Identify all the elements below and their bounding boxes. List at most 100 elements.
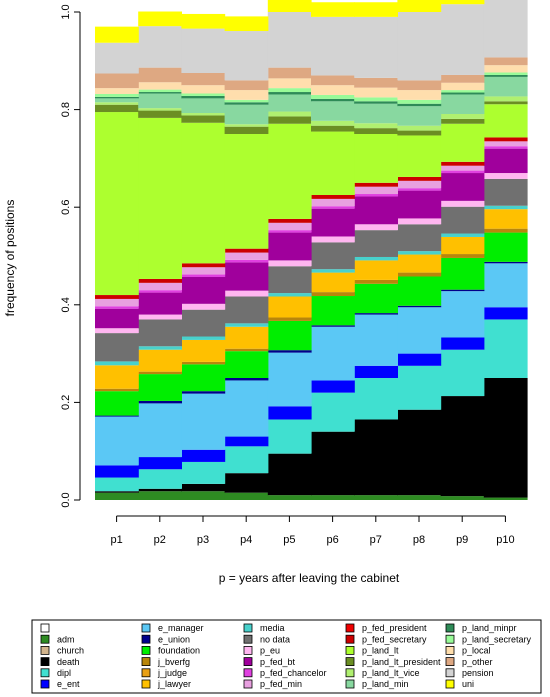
area-segment-p-local-p6 <box>311 85 355 95</box>
area-segment-p-land-min-p8 <box>397 106 442 126</box>
area-segment-p-eu-p1 <box>95 328 139 334</box>
area-segment-p-other-p7 <box>354 77 398 88</box>
area-segment-p-fed-secretary-p3 <box>181 263 226 268</box>
area-segment-p-land-lt-vice-p5 <box>267 111 312 117</box>
legend-label: church <box>57 646 84 656</box>
area-segment-death-p7 <box>354 419 398 496</box>
area-segment-p-fed-min-p3 <box>181 267 226 275</box>
area-segment-p-eu-p5 <box>267 260 312 267</box>
area-segment-e-ent-p3 <box>181 449 226 462</box>
area-segment-p-land-lt-p5 <box>267 123 312 219</box>
area-segment-p-local-p7 <box>354 87 398 98</box>
area-segment-no-data-p9 <box>440 206 485 234</box>
legend-label: e_union <box>158 634 190 644</box>
legend-label: foundation <box>158 646 200 656</box>
area-segment-p-land-lt-vice-p8 <box>397 125 442 131</box>
legend-label: death <box>57 657 80 667</box>
area-segment-foundation-p5 <box>267 320 312 351</box>
legend-swatch <box>40 646 50 655</box>
area-segment-e-union-p7 <box>354 313 398 315</box>
area-segment-e-manager-p5 <box>267 352 312 407</box>
area-segment-pension-p4 <box>224 31 269 81</box>
area-segment-p-land-lt-p4 <box>224 134 269 249</box>
area-segment-j-lawyer-p4 <box>224 326 269 349</box>
area-segment-e-union-p2 <box>138 400 182 404</box>
area-segment-media-p10 <box>483 205 528 210</box>
area-segment-e-manager-p4 <box>224 380 269 437</box>
area-segment-p-land-lt-president-p8 <box>397 130 442 136</box>
area-segment-p-fed-bt-p8 <box>397 190 442 219</box>
area-segment-p-land-lt-vice-p2 <box>138 108 182 111</box>
legend-label: p_land_secretary <box>462 634 532 644</box>
area-segment-p-land-lt-president-p2 <box>138 110 182 118</box>
area-segment-e-ent-p2 <box>138 457 182 470</box>
area-segment-media-p2 <box>138 346 182 350</box>
legend-label: uni <box>462 679 474 689</box>
area-segment-p-land-lt-vice-p1 <box>95 102 139 105</box>
area-segment-adm-p4 <box>224 492 269 500</box>
area-segment-p-land-min-p2 <box>138 93 182 109</box>
area-segment-p-land-lt-president-p9 <box>440 118 485 124</box>
area-segment-p-other-p3 <box>181 73 226 86</box>
area-segment-j-bverfg-p4 <box>224 348 269 352</box>
area-segment-p-fed-secretary-p2 <box>138 278 182 283</box>
area-segment-p-fed-secretary-p1 <box>95 295 139 299</box>
x-axis: p1 p2 p3 p4 p5 p6 p7 p8 p9 p10 <box>110 515 515 546</box>
area-segment-foundation-p4 <box>224 351 269 378</box>
area-segment-p-land-minpr-p2 <box>138 92 182 94</box>
area-segment-p-land-lt-p10 <box>483 104 528 138</box>
area-segment-media-p6 <box>311 269 355 273</box>
legend-swatch <box>345 657 355 666</box>
legend-swatch <box>445 668 455 678</box>
area-segment-death-p8 <box>397 409 442 496</box>
area-segment-p-land-min-p10 <box>483 76 528 97</box>
area-segment-uni-p2 <box>138 11 182 27</box>
legend-swatch <box>243 679 253 689</box>
legend-label: p_fed_chancelor <box>260 668 327 678</box>
area-segment-e-manager-p6 <box>311 326 355 381</box>
area-segment-pension-p7 <box>354 16 398 78</box>
area-segment-foundation-p1 <box>95 391 139 416</box>
legend-label: p_land_lt <box>362 646 399 656</box>
area-segment-p-other-p10 <box>483 57 528 66</box>
area-segment-p-land-lt-president-p5 <box>267 116 312 124</box>
area-segment-e-ent-p9 <box>440 337 485 350</box>
area-segment-p-land-min-p3 <box>181 98 226 114</box>
area-segment-p-land-min-p1 <box>95 98 139 103</box>
area-segment-p-fed-bt-p1 <box>95 308 139 329</box>
area-segment-j-bverfg-p5 <box>267 317 312 321</box>
legend-swatch <box>243 657 253 666</box>
area-segment-p-other-p4 <box>224 80 269 91</box>
area-segment-adm-p8 <box>397 495 442 500</box>
x-tick-label: p10 <box>496 534 514 546</box>
area-segment-e-ent-p7 <box>354 365 398 378</box>
area-segment-j-bverfg-p1 <box>95 388 139 392</box>
area-segment-dipl-p10 <box>483 319 528 378</box>
area-segment-death-p4 <box>224 473 269 493</box>
area-segment-p-fed-secretary-p5 <box>267 218 312 223</box>
area-segment-j-bverfg-p3 <box>181 361 226 365</box>
area-segment-foundation-p10 <box>483 232 528 262</box>
area-segment-p-land-min-p7 <box>354 103 398 124</box>
area-segment-p-other-p2 <box>138 67 182 83</box>
legend-label: p_fed_min <box>260 679 302 689</box>
area-segment-j-lawyer-p9 <box>440 236 485 255</box>
x-tick-label: p7 <box>370 534 382 546</box>
y-tick-label: 0.2 <box>60 395 72 410</box>
area-segment-p-fed-min-p4 <box>224 252 269 260</box>
area-segment-p-land-lt-president-p6 <box>311 125 355 132</box>
legend-swatch <box>141 623 151 633</box>
area-segment-p-fed-secretary-p10 <box>483 137 528 142</box>
legend-label: dipl <box>57 668 71 678</box>
legend-swatch <box>141 634 151 644</box>
area-segment-pension-p8 <box>397 12 442 81</box>
area-segment-media-p8 <box>397 251 442 255</box>
area-segment-p-fed-secretary-p4 <box>224 248 269 253</box>
legend-box <box>31 619 542 694</box>
area-segment-j-lawyer-p6 <box>311 272 355 293</box>
area-segment-foundation-p7 <box>354 283 398 314</box>
legend-swatch <box>141 668 151 678</box>
legend-swatch <box>445 679 455 689</box>
area-segment-p-fed-secretary-p9 <box>440 161 485 166</box>
